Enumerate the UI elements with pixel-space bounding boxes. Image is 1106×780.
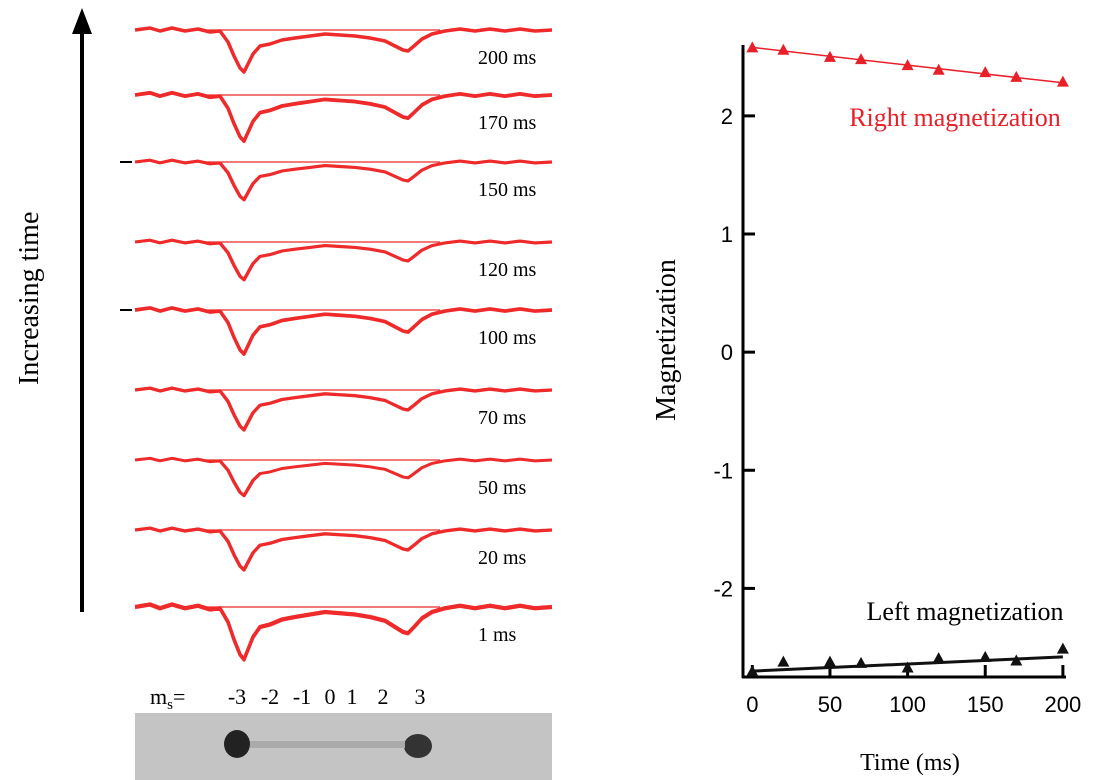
y-tick-label: 2	[721, 104, 733, 129]
trace-label: 50 ms	[478, 477, 527, 499]
trace-label: 200 ms	[478, 47, 537, 69]
data-point	[901, 661, 914, 673]
data-point	[979, 66, 992, 78]
data-point	[932, 63, 945, 75]
trace-label: 100 ms	[478, 327, 537, 349]
atom-cloud	[404, 734, 432, 758]
data-point	[746, 665, 759, 677]
x-tick-label: 50	[818, 692, 842, 717]
ms-suffix: =	[173, 684, 185, 709]
x-tick-label: 200	[1045, 692, 1082, 717]
trace-label: 1 ms	[478, 624, 517, 646]
series-label: Right magnetization	[849, 103, 1061, 132]
ms-value: 3	[415, 684, 426, 709]
data-point	[932, 652, 945, 664]
x-tick-label: 0	[746, 692, 758, 717]
ms-value: 1	[347, 684, 358, 709]
data-point	[1010, 70, 1023, 82]
time-axis-label: Increasing time	[14, 212, 45, 385]
ms-subscript: s	[167, 697, 173, 713]
data-point	[823, 655, 836, 667]
atom-cloud	[224, 730, 250, 758]
series-label: Left magnetization	[866, 597, 1063, 626]
ms-value: 2	[378, 684, 389, 709]
trace-label: 120 ms	[478, 259, 537, 281]
y-tick-label: -1	[713, 458, 733, 483]
data-point	[1056, 75, 1069, 87]
ms-value: -3	[228, 684, 246, 709]
data-point	[1056, 642, 1069, 654]
ms-value: -2	[261, 684, 279, 709]
atom-smear	[250, 741, 405, 748]
x-tick-label: 150	[967, 692, 1004, 717]
y-tick-label: -2	[713, 576, 733, 601]
data-point	[777, 655, 790, 667]
trace-label: 20 ms	[478, 547, 527, 569]
ms-symbol: m	[150, 684, 167, 709]
data-point	[777, 43, 790, 55]
data-point	[746, 41, 759, 53]
data-point	[1010, 654, 1023, 666]
data-point	[979, 650, 992, 662]
data-point	[855, 53, 868, 65]
y-tick-label: 0	[721, 340, 733, 365]
data-point	[901, 59, 914, 71]
trace-label: 70 ms	[478, 407, 527, 429]
data-point	[823, 50, 836, 62]
ms-value: 0	[325, 684, 336, 709]
data-point	[855, 656, 868, 668]
x-axis-label: Time (ms)	[860, 750, 960, 776]
arrow-head	[72, 8, 92, 34]
ms-label: ms=	[150, 684, 185, 713]
ms-value: -1	[293, 684, 311, 709]
x-tick-label: 100	[889, 692, 926, 717]
trace-label: 150 ms	[478, 179, 537, 201]
trace-label: 170 ms	[478, 112, 537, 134]
y-tick-label: 1	[721, 222, 733, 247]
y-axis-label: Magnetization	[651, 259, 682, 421]
